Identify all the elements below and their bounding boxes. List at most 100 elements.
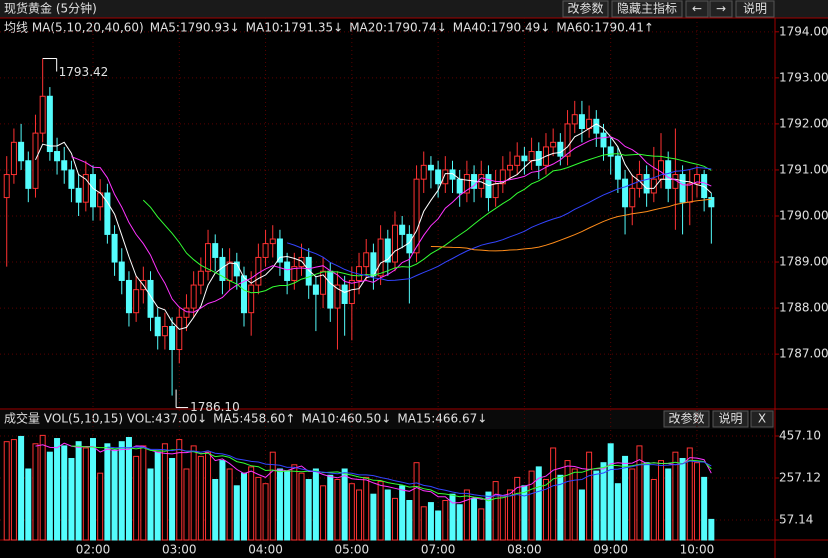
- volume-bar: [212, 478, 219, 541]
- candle-body: [10, 141, 17, 176]
- legend-entry: 均线 MA(5,10,20,40,60): [4, 21, 144, 35]
- button-label[interactable]: 改参数: [567, 1, 603, 16]
- candle-body: [391, 224, 398, 263]
- candle-body: [679, 174, 686, 203]
- candle-body: [658, 160, 665, 180]
- candle-body: [348, 279, 355, 304]
- volume-bar: [161, 443, 168, 541]
- volume-bar: [154, 451, 161, 541]
- button-label[interactable]: 改参数: [668, 411, 704, 426]
- ma-line: [286, 166, 712, 282]
- volume-bar: [593, 470, 600, 541]
- candle-body: [622, 178, 629, 208]
- candle-body: [665, 160, 672, 189]
- button[interactable]: [685, 0, 709, 18]
- candle-body: [327, 270, 334, 309]
- button-label[interactable]: X: [758, 412, 766, 426]
- volume-bar: [643, 462, 650, 541]
- legend-entry: MA5:458.60↑: [213, 412, 295, 426]
- x-tick-label: 04:00: [248, 543, 283, 557]
- candle-body: [240, 275, 247, 314]
- volume-bar: [658, 460, 665, 541]
- button-label[interactable]: ←: [692, 2, 702, 16]
- candle-body: [133, 289, 140, 314]
- candle-body: [686, 183, 693, 203]
- volume-bar: [363, 476, 370, 541]
- volume-bar: [240, 472, 247, 541]
- candle-body: [320, 270, 327, 295]
- y-tick-label: 257.12: [779, 470, 821, 484]
- volume-bar: [377, 481, 384, 541]
- candle-body: [90, 174, 96, 208]
- candle-body: [600, 132, 607, 148]
- volume-bar: [471, 497, 478, 541]
- candle-body: [284, 261, 291, 281]
- volume-bar: [435, 510, 442, 541]
- volume-bar: [557, 474, 564, 541]
- button[interactable]: [709, 0, 733, 18]
- candle-body: [528, 151, 535, 162]
- y-tick-label: 57.14: [779, 512, 813, 526]
- button[interactable]: [663, 410, 710, 428]
- button-label[interactable]: 说明: [718, 411, 742, 426]
- button[interactable]: [611, 0, 683, 18]
- button[interactable]: [562, 0, 609, 18]
- candle-body: [269, 238, 276, 245]
- y-tick-label: 1793.00: [779, 70, 828, 84]
- volume-bar: [514, 476, 521, 541]
- candle-body: [557, 141, 564, 157]
- candle-body: [190, 284, 197, 309]
- volume-bar: [492, 481, 499, 541]
- volume-bar: [607, 443, 614, 541]
- volume-bar: [384, 489, 391, 541]
- volume-bar: [68, 457, 75, 541]
- candle-body: [427, 164, 434, 171]
- candle-body: [248, 284, 255, 314]
- volume-bar: [478, 508, 485, 541]
- volume-bar: [291, 464, 298, 541]
- candle-body: [104, 192, 111, 235]
- volume-bar: [327, 474, 334, 541]
- legend-entry: MA10:460.50↓: [301, 412, 391, 426]
- volume-bar: [10, 439, 17, 541]
- volume-bar: [356, 489, 363, 541]
- ma-line: [107, 446, 712, 497]
- candle-body: [514, 155, 521, 166]
- volume-bar: [686, 447, 693, 541]
- x-tick-label: 10:00: [680, 543, 715, 557]
- candle-body: [521, 155, 528, 162]
- volume-bar: [399, 485, 406, 541]
- volume-bar: [622, 455, 629, 541]
- candle-body: [176, 316, 183, 351]
- candle-body: [363, 252, 370, 268]
- candle-body: [75, 187, 82, 203]
- candle-body: [614, 155, 621, 180]
- candle-body: [125, 279, 132, 314]
- button[interactable]: [735, 0, 775, 18]
- candle-body: [463, 174, 470, 194]
- candle-body: [305, 256, 312, 286]
- volume-bar: [104, 443, 111, 541]
- volume-bar: [665, 468, 672, 541]
- volume-bar: [427, 502, 434, 541]
- volume-bar: [90, 438, 96, 541]
- candle-body: [39, 95, 46, 134]
- volume-bar: [176, 439, 183, 541]
- volume-bar: [528, 470, 535, 541]
- volume-bar: [183, 468, 190, 541]
- ma-line: [430, 198, 712, 252]
- volume-bar: [46, 451, 53, 541]
- ma-line: [35, 123, 712, 330]
- button-label[interactable]: →: [716, 2, 726, 16]
- y-tick-label: 1788.00: [779, 301, 828, 315]
- button-label[interactable]: 说明: [743, 1, 767, 16]
- button[interactable]: [712, 410, 749, 428]
- candle-body: [32, 132, 39, 189]
- button-label[interactable]: 隐藏主指标: [617, 1, 677, 16]
- high-label: 1793.42: [59, 65, 109, 79]
- volume-bar: [255, 476, 262, 541]
- ma-line: [142, 153, 712, 294]
- candle-body: [25, 160, 32, 189]
- button[interactable]: [750, 410, 774, 428]
- candle-body: [334, 284, 341, 309]
